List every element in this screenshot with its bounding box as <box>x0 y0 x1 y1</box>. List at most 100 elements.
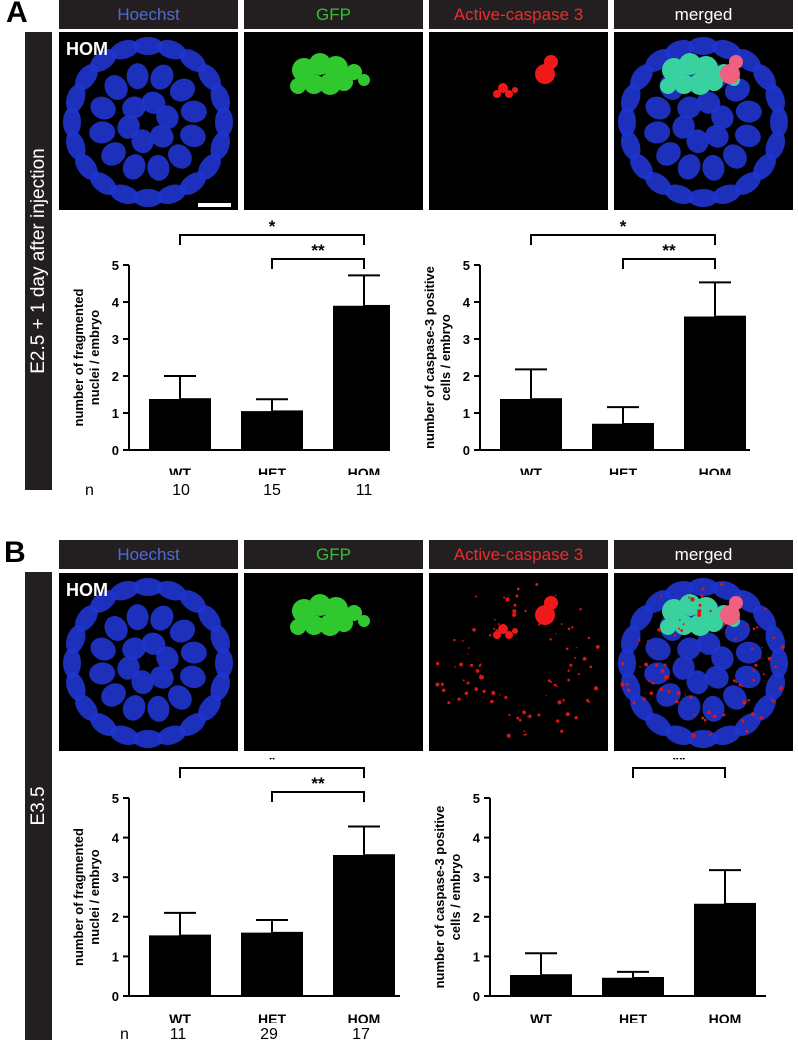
y-tick-label: 2 <box>473 910 480 925</box>
condition-bar-b: E3.5 <box>25 572 52 1040</box>
caspase-dot <box>577 673 580 676</box>
signal-blob <box>544 596 558 610</box>
signal-blob <box>304 74 324 94</box>
caspase-dot <box>660 595 663 598</box>
nucleus <box>90 637 116 661</box>
nucleus <box>101 683 126 707</box>
n-value-het-a: 15 <box>263 482 281 499</box>
caspase-dot <box>701 587 705 591</box>
nucleus <box>753 64 776 91</box>
y-tick-label: 2 <box>112 910 119 925</box>
signal-blob <box>512 87 518 93</box>
nucleus <box>686 670 709 695</box>
caspase-dot <box>469 663 474 667</box>
y-tick-label: 4 <box>112 295 120 310</box>
caspase-dot <box>620 661 625 666</box>
n-label-a: n <box>85 482 94 499</box>
caspase-dot <box>780 644 785 649</box>
nucleus <box>65 671 86 702</box>
caspase-dot <box>647 679 650 682</box>
caspase-dot <box>506 733 511 738</box>
caspase-dot <box>523 730 526 733</box>
caspase-dot <box>545 695 547 697</box>
bar-hom <box>333 304 390 450</box>
panel-letter-b: B <box>4 536 26 569</box>
nucleus <box>122 637 146 660</box>
signal-blob <box>729 596 743 610</box>
bar-het <box>592 422 654 450</box>
n-value-het-b: 29 <box>260 1026 278 1043</box>
nucleus <box>711 725 742 746</box>
caspase-dot <box>741 685 743 688</box>
caspase-dot <box>697 609 702 614</box>
caspase-dot <box>526 716 528 718</box>
channel-name: Hoechst <box>117 544 180 564</box>
channel-name: Active-caspase 3 <box>453 544 584 564</box>
nucleus <box>677 96 701 119</box>
nucleus <box>630 605 653 632</box>
nucleus <box>711 105 734 129</box>
y-axis-label: number of fragmentednuclei / embryo <box>71 828 102 966</box>
caspase-dot <box>493 627 495 630</box>
nucleus <box>618 648 636 678</box>
caspase-dot <box>644 662 649 667</box>
nucleus <box>770 648 788 678</box>
significance-marker: ** <box>672 758 686 769</box>
signal-blob <box>498 83 508 93</box>
caspase-dot <box>759 716 763 720</box>
nucleus <box>702 695 725 722</box>
caspase-dot <box>538 623 541 626</box>
caspase-dot <box>693 713 696 717</box>
nucleus <box>644 662 671 685</box>
nucleus <box>711 646 734 670</box>
channel-header-gfp-b: GFP <box>244 540 423 569</box>
caspase-dot <box>663 664 667 667</box>
significance-bracket <box>530 234 716 245</box>
caspase-dot <box>632 701 636 705</box>
caspase-dot <box>762 673 765 676</box>
significance-bracket <box>622 258 716 269</box>
nucleus <box>688 578 718 596</box>
significance-bracket <box>632 767 726 778</box>
caspase-dot <box>512 609 517 614</box>
nucleus <box>156 184 187 205</box>
nucleus <box>109 39 140 60</box>
bar-wt <box>510 974 572 996</box>
channel-name: Hoechst <box>117 4 180 24</box>
nucleus <box>169 78 196 102</box>
caspase-dot <box>516 587 520 591</box>
caspase-dot <box>567 627 571 631</box>
nucleus <box>89 121 116 144</box>
nucleus <box>179 49 206 72</box>
nucleus <box>711 580 742 601</box>
caspase-dot <box>464 691 469 695</box>
micrograph-gfp-a <box>244 32 423 210</box>
y-tick-label: 1 <box>112 406 119 421</box>
caspase-dot <box>684 694 687 696</box>
caspase-dot <box>652 653 654 655</box>
y-axis-label: number of caspase-3 positivecells / embr… <box>432 806 463 989</box>
nucleus <box>109 184 140 205</box>
nucleus <box>131 129 154 154</box>
caspase-dot <box>461 640 464 642</box>
caspase-dot <box>593 686 599 691</box>
nucleus <box>645 172 672 195</box>
caspase-dot <box>475 669 480 673</box>
nucleus <box>664 184 695 205</box>
signal-blob <box>493 631 501 639</box>
nucleus <box>630 694 653 721</box>
nucleus <box>156 646 179 670</box>
channel-header-merged-b: merged <box>614 540 793 569</box>
caspase-dot <box>495 629 499 632</box>
nucleus <box>620 83 641 114</box>
nucleus <box>75 605 98 632</box>
caspase-dot <box>732 679 736 683</box>
caspase-dot <box>722 713 726 717</box>
signal-blob <box>505 90 513 98</box>
channel-name: merged <box>674 544 733 564</box>
caspase-dot <box>474 687 479 692</box>
caspase-dot <box>769 658 772 660</box>
caspase-dot <box>497 623 500 625</box>
significance-marker: ** <box>662 241 676 260</box>
caspase-dot <box>772 636 776 640</box>
